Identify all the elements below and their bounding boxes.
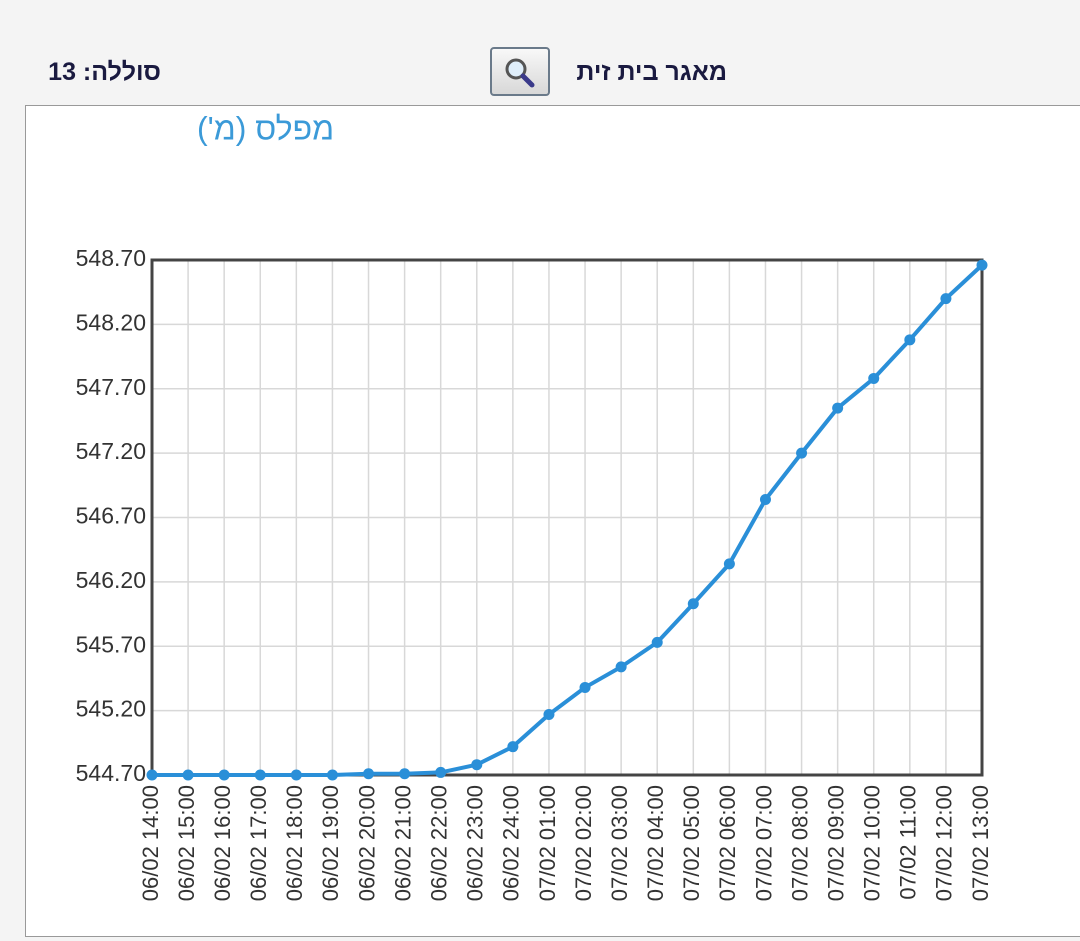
point (651, 636, 663, 648)
x-tick-label: 06/02 15:00 (174, 785, 199, 901)
x-tick-label: 06/02 18:00 (282, 785, 307, 901)
x-tick-label: 06/02 24:00 (499, 785, 524, 901)
point (326, 769, 338, 781)
x-tick-label: 07/02 11:00 (896, 785, 921, 900)
plot-border (150, 258, 984, 777)
point (435, 766, 447, 778)
point (218, 769, 230, 781)
y-tick-label: 546.20 (76, 567, 146, 593)
point (832, 402, 844, 414)
x-tick-label: 07/02 13:00 (968, 785, 993, 901)
point (796, 447, 808, 459)
x-tick-label: 06/02 22:00 (427, 785, 452, 901)
search-button[interactable] (490, 47, 550, 96)
y-tick-label: 548.70 (76, 245, 146, 271)
x-tick-label: 07/02 07:00 (751, 785, 776, 901)
point (254, 769, 266, 781)
x-tick-label: 07/02 10:00 (860, 785, 885, 901)
point (687, 598, 699, 610)
point (615, 661, 627, 673)
y-tick-label: 544.70 (76, 760, 146, 786)
point (976, 259, 988, 271)
point (399, 768, 411, 780)
chart-panel (25, 105, 1080, 937)
point (579, 681, 591, 693)
point (723, 558, 735, 570)
x-tick-label: 07/02 08:00 (787, 785, 812, 901)
point (543, 708, 555, 720)
x-tick-label: 06/02 20:00 (354, 785, 379, 901)
y-tick-label: 545.70 (76, 631, 146, 657)
x-tick-label: 06/02 23:00 (463, 785, 488, 901)
point (759, 493, 771, 505)
x-tick-label: 07/02 02:00 (571, 785, 596, 901)
x-tick-label: 06/02 14:00 (138, 785, 163, 901)
x-tick-label: 06/02 19:00 (318, 785, 343, 901)
y-tick-label: 548.20 (76, 309, 146, 335)
point (290, 769, 302, 781)
point (868, 372, 880, 384)
point (363, 768, 375, 780)
search-icon (505, 58, 535, 88)
x-tick-label: 07/02 04:00 (643, 785, 668, 901)
x-tick-label: 07/02 09:00 (823, 785, 848, 901)
chart-title: מפלס (מ') (197, 110, 334, 146)
x-tick-label: 06/02 21:00 (390, 785, 415, 901)
point (940, 293, 952, 305)
battery-label: סוללה: 13 (48, 58, 161, 86)
y-tick-label: 546.70 (76, 503, 146, 529)
x-tick-label: 06/02 17:00 (246, 785, 271, 901)
x-tick-label: 07/02 12:00 (932, 785, 957, 901)
y-tick-label: 547.70 (76, 374, 146, 400)
y-tick-label: 545.20 (76, 696, 146, 722)
x-tick-label: 07/02 03:00 (607, 785, 632, 901)
reservoir-label: מאגר בית זית (576, 58, 727, 86)
x-tick-label: 07/02 06:00 (715, 785, 740, 901)
x-tick-label: 07/02 05:00 (679, 785, 704, 901)
x-tick-label: 07/02 01:00 (535, 785, 560, 901)
y-tick-label: 547.20 (76, 438, 146, 464)
line (152, 263, 984, 777)
point (471, 759, 483, 771)
point (904, 334, 916, 346)
point (182, 769, 194, 781)
point (507, 741, 519, 753)
x-tick-label: 06/02 16:00 (210, 785, 235, 901)
point (146, 769, 158, 781)
